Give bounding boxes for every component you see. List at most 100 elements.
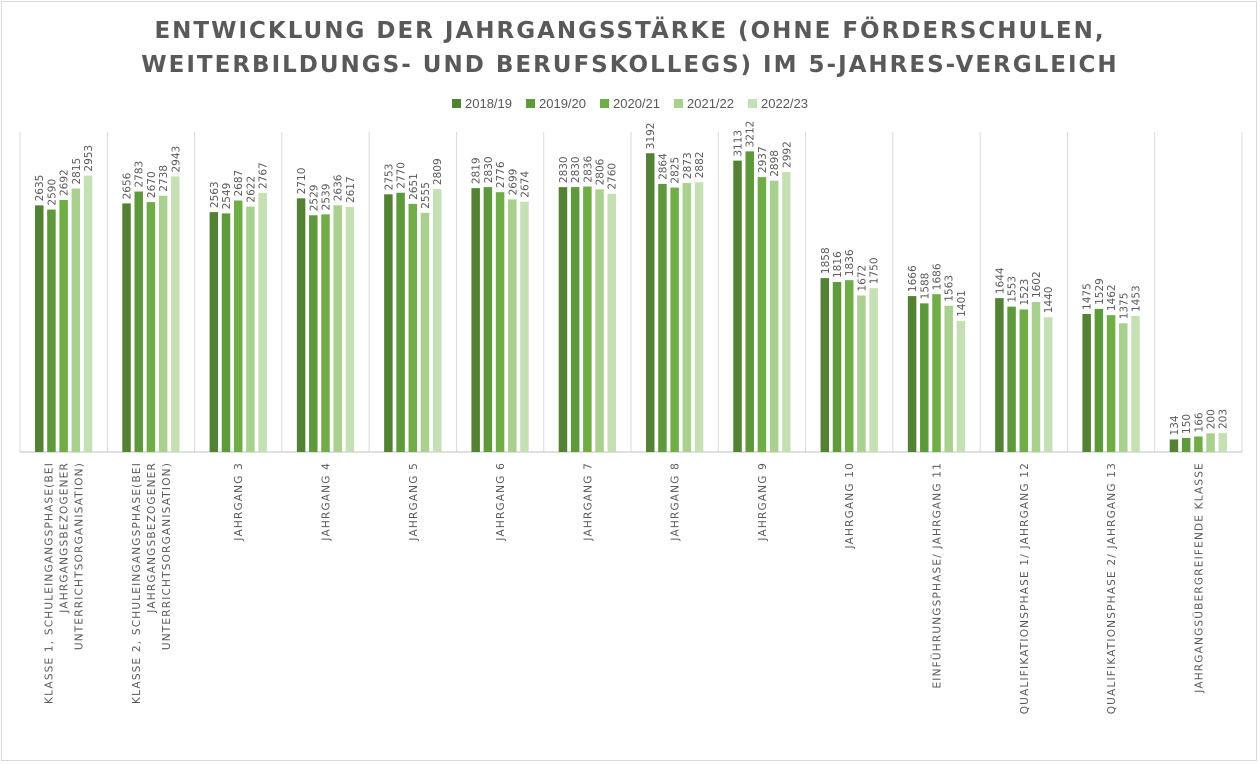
bar — [432, 189, 442, 452]
data-label: 2529 — [308, 185, 320, 212]
data-label: 1588 — [919, 273, 931, 300]
category-label: JAHRGANG 4 — [321, 462, 333, 542]
data-label: 2943 — [170, 146, 182, 173]
bar — [995, 298, 1004, 452]
data-label: 2806 — [595, 158, 607, 185]
bar — [1031, 302, 1041, 452]
data-label: 2760 — [607, 163, 619, 190]
bar — [233, 200, 243, 452]
category-label: KLASSE 2, SCHULEINGANGSPHASE(BEI — [131, 462, 143, 704]
data-label: 2898 — [769, 150, 781, 177]
bar — [83, 175, 93, 453]
data-label: 1672 — [856, 265, 868, 292]
data-label: 2549 — [221, 183, 233, 210]
data-label: 2953 — [83, 145, 95, 172]
bar — [1082, 313, 1091, 452]
legend-item: 2021/22 — [674, 96, 734, 111]
bar — [420, 212, 430, 452]
bar — [1131, 315, 1140, 452]
bar — [345, 207, 355, 452]
data-label: 1529 — [1094, 278, 1106, 305]
bar — [1181, 437, 1191, 452]
category-label: JAHRGANGSÜBERGREIFENDE KLASSE — [1192, 462, 1205, 694]
category-label: JAHRGANG 9 — [757, 462, 769, 542]
bar — [47, 209, 56, 452]
data-label: 2635 — [34, 175, 46, 202]
chart-title-line-2: WEITERBILDUNGS- UND BERUFSKOLLEGS) IM 5-… — [141, 52, 1119, 78]
bar — [209, 212, 219, 452]
bar — [296, 198, 306, 452]
data-label: 1523 — [1019, 279, 1031, 306]
data-label: 1462 — [1106, 284, 1118, 311]
bar — [769, 180, 779, 452]
data-label: 3113 — [733, 130, 745, 157]
data-label: 2830 — [483, 156, 495, 183]
bar — [1019, 309, 1029, 452]
legend-item: 2022/23 — [748, 96, 808, 111]
data-label: 2710 — [296, 168, 308, 195]
bar — [558, 187, 568, 452]
data-label: 200 — [1206, 409, 1218, 429]
bar — [782, 171, 791, 453]
bar — [869, 288, 878, 452]
bar — [595, 189, 604, 452]
bar — [844, 280, 854, 452]
data-label: 1440 — [1043, 286, 1055, 313]
bar — [932, 294, 941, 452]
bar — [733, 160, 742, 452]
data-label: 2830 — [558, 156, 570, 183]
data-label: 2873 — [682, 152, 694, 179]
bar — [1169, 439, 1179, 452]
bar — [483, 187, 493, 452]
data-label: 2590 — [46, 179, 58, 206]
data-label: 2670 — [146, 171, 158, 198]
bar — [508, 199, 517, 452]
data-label: 166 — [1193, 412, 1205, 432]
bar — [1106, 315, 1116, 452]
category-label: JAHRGANG 7 — [582, 462, 594, 542]
bar — [134, 191, 143, 452]
bar — [1094, 308, 1104, 452]
data-label: 2699 — [507, 169, 519, 196]
bar — [694, 182, 704, 452]
legend-item: 2020/21 — [600, 96, 660, 111]
bar — [59, 200, 68, 452]
data-label: 2809 — [432, 158, 444, 185]
legend-swatch — [600, 99, 609, 108]
bar — [832, 282, 842, 452]
legend: 2018/19 2019/20 2020/21 2021/22 2022/23 — [0, 96, 1260, 111]
category-label: JAHRGANG 5 — [408, 462, 420, 542]
data-label: 1563 — [944, 275, 956, 302]
data-label: 2836 — [582, 156, 594, 183]
category-label: JAHRGANG 10 — [844, 462, 856, 550]
bar — [757, 177, 767, 452]
data-label: 2617 — [345, 176, 357, 203]
category-label: JAHRGANGSBEZOGENER — [59, 462, 71, 614]
bar — [857, 295, 866, 452]
data-label: 2770 — [396, 162, 408, 189]
bar — [920, 303, 929, 452]
bar — [333, 205, 342, 452]
bar — [956, 320, 966, 452]
data-label: 1475 — [1082, 283, 1094, 310]
data-label: 2692 — [59, 169, 71, 196]
category-label: JAHRGANG 8 — [670, 462, 682, 542]
bar — [682, 183, 692, 452]
data-label: 2555 — [420, 182, 432, 209]
category-label: JAHRGANGSBEZOGENER — [146, 462, 158, 614]
bar — [907, 296, 917, 452]
legend-label: 2020/21 — [613, 96, 660, 111]
data-label: 2776 — [495, 161, 507, 188]
data-label: 1453 — [1130, 285, 1142, 312]
data-label: 1602 — [1031, 271, 1043, 298]
bar — [396, 192, 405, 452]
data-label: 2687 — [233, 170, 245, 197]
legend-label: 2022/23 — [761, 96, 808, 111]
data-label: 1686 — [932, 263, 944, 290]
legend-item: 2018/19 — [452, 96, 512, 111]
bar — [495, 192, 505, 453]
data-label: 2674 — [519, 171, 531, 198]
bar — [71, 188, 81, 453]
data-label: 2622 — [245, 176, 257, 203]
